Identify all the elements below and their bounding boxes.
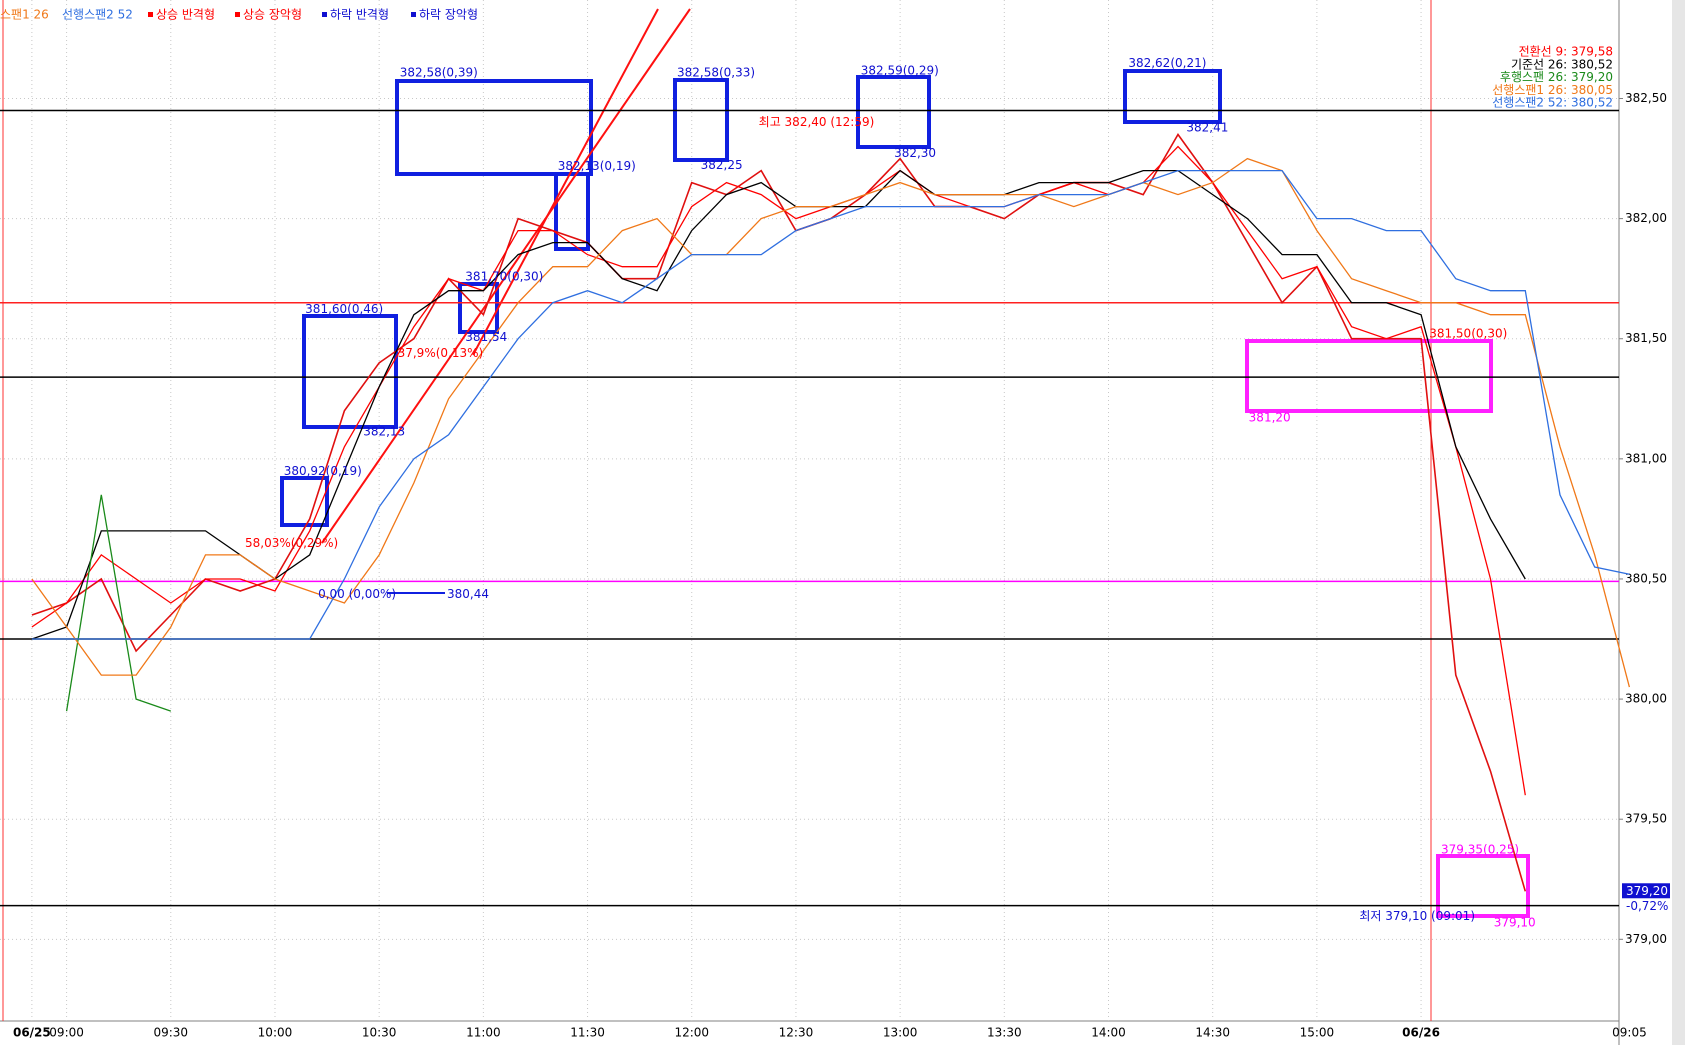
y-tick-label: 379,00 [1625, 932, 1667, 946]
x-tick-label: 15:00 [1300, 1026, 1335, 1040]
pattern-box [673, 78, 729, 162]
legend-text: 상승 반격형 [156, 8, 215, 22]
trend-line [321, 8, 691, 544]
annotation: 379,35(0,25) [1441, 843, 1519, 857]
annotation: 최고 382,40 (12:59) [759, 115, 875, 129]
legend-text: 하락 반격형 [330, 8, 389, 22]
x-tick-label: 06/25 [13, 1026, 51, 1040]
y-tick-label: 382,50 [1625, 91, 1667, 105]
y-tick-label: 381,00 [1625, 451, 1667, 465]
y-tick-label: 380,50 [1625, 571, 1667, 585]
annotation: 382,41 [1186, 120, 1228, 134]
x-tick-label: 11:00 [466, 1026, 501, 1040]
x-tick-label: 06/26 [1402, 1026, 1440, 1040]
annotation: 0,00 (0,00%) [318, 587, 396, 601]
annotation: 382,62(0,21) [1128, 56, 1206, 70]
price-label: 379,20 [1626, 884, 1668, 898]
series-line [65, 494, 172, 712]
annotation: 382,30 [894, 146, 936, 160]
pattern-box [1123, 69, 1222, 124]
y-tick-label: 382,00 [1625, 211, 1667, 225]
legend-marker [235, 12, 240, 17]
legend-entry: 선행스팬1 26: 380,05 [1492, 82, 1613, 97]
series-line [31, 133, 1527, 892]
legend-text: 스팬1 26 [0, 8, 49, 22]
legend-text: 하락 장악형 [419, 8, 478, 22]
y-tick-label: 380,00 [1625, 692, 1667, 706]
series-line [31, 169, 1630, 640]
legend-entry: 선행스팬2 52: 380,52 [1492, 95, 1613, 110]
x-tick-label: 14:30 [1195, 1026, 1230, 1040]
annotation: 382,13 [363, 424, 405, 438]
annotation: 379,10 [1494, 916, 1536, 930]
legend-marker [148, 12, 153, 17]
legend-marker [411, 12, 416, 17]
legend-entry: 기준선 26: 380,52 [1511, 57, 1613, 71]
x-tick-label: 13:00 [883, 1026, 918, 1040]
legend-text: 선행스팬2 52 [62, 7, 133, 22]
legend-entry: 후행스팬 26: 379,20 [1500, 69, 1613, 84]
series-line [31, 169, 1526, 640]
x-tick-label: 09:30 [153, 1026, 188, 1040]
annotation: 381,54 [465, 330, 507, 344]
annotation: 380,92(0,19) [284, 464, 362, 478]
annotation: 382,58(0,39) [400, 66, 478, 80]
x-tick-label: 10:30 [362, 1026, 397, 1040]
annotation: 381,70(0,30) [465, 270, 543, 284]
annotation: 37,9%(0,13%) [398, 346, 484, 360]
x-tick-label: 09:00 [49, 1026, 84, 1040]
pattern-box [554, 172, 590, 251]
pattern-box [395, 79, 593, 176]
annotation: 382,58(0,33) [677, 66, 755, 80]
y-tick-label: 379,50 [1625, 812, 1667, 826]
legend-entry: 전환선 9: 379,58 [1519, 45, 1613, 59]
x-tick-label: 11:30 [570, 1026, 605, 1040]
annotation: 381,60(0,46) [305, 302, 383, 316]
annotation: 382,13(0,19) [558, 159, 636, 173]
pattern-box [302, 314, 398, 429]
annotation: 381,50(0,30) [1429, 327, 1507, 341]
x-tick-label: 12:00 [674, 1026, 709, 1040]
x-tick-label: 13:30 [987, 1026, 1022, 1040]
annotation: 380,44 [447, 587, 489, 601]
x-tick-label: 12:30 [779, 1026, 814, 1040]
x-tick-label: 14:00 [1091, 1026, 1126, 1040]
x-tick-label: 10:00 [258, 1026, 293, 1040]
annotation: 382,25 [701, 158, 743, 172]
y-tick-label: 381,50 [1625, 331, 1667, 345]
pattern-box [1436, 854, 1530, 918]
annotation: 58,03%(0,29%) [245, 536, 338, 550]
pattern-box [856, 75, 931, 149]
x-tick-label: 09:05 [1612, 1026, 1647, 1040]
annotation: 382,59(0,29) [861, 63, 939, 77]
pattern-box [280, 476, 329, 527]
price-box [1622, 883, 1670, 899]
toolbar [1672, 0, 1685, 1045]
annotation: 최저 379,10 (09:01) [1359, 909, 1475, 923]
legend-marker [322, 12, 327, 17]
trend-line [472, 8, 659, 356]
series-line [31, 157, 1631, 688]
legend-text: 상승 장악형 [243, 8, 302, 22]
pattern-box [1245, 339, 1493, 413]
annotation: 381,20 [1249, 411, 1291, 425]
price-change: -0,72% [1626, 899, 1668, 913]
